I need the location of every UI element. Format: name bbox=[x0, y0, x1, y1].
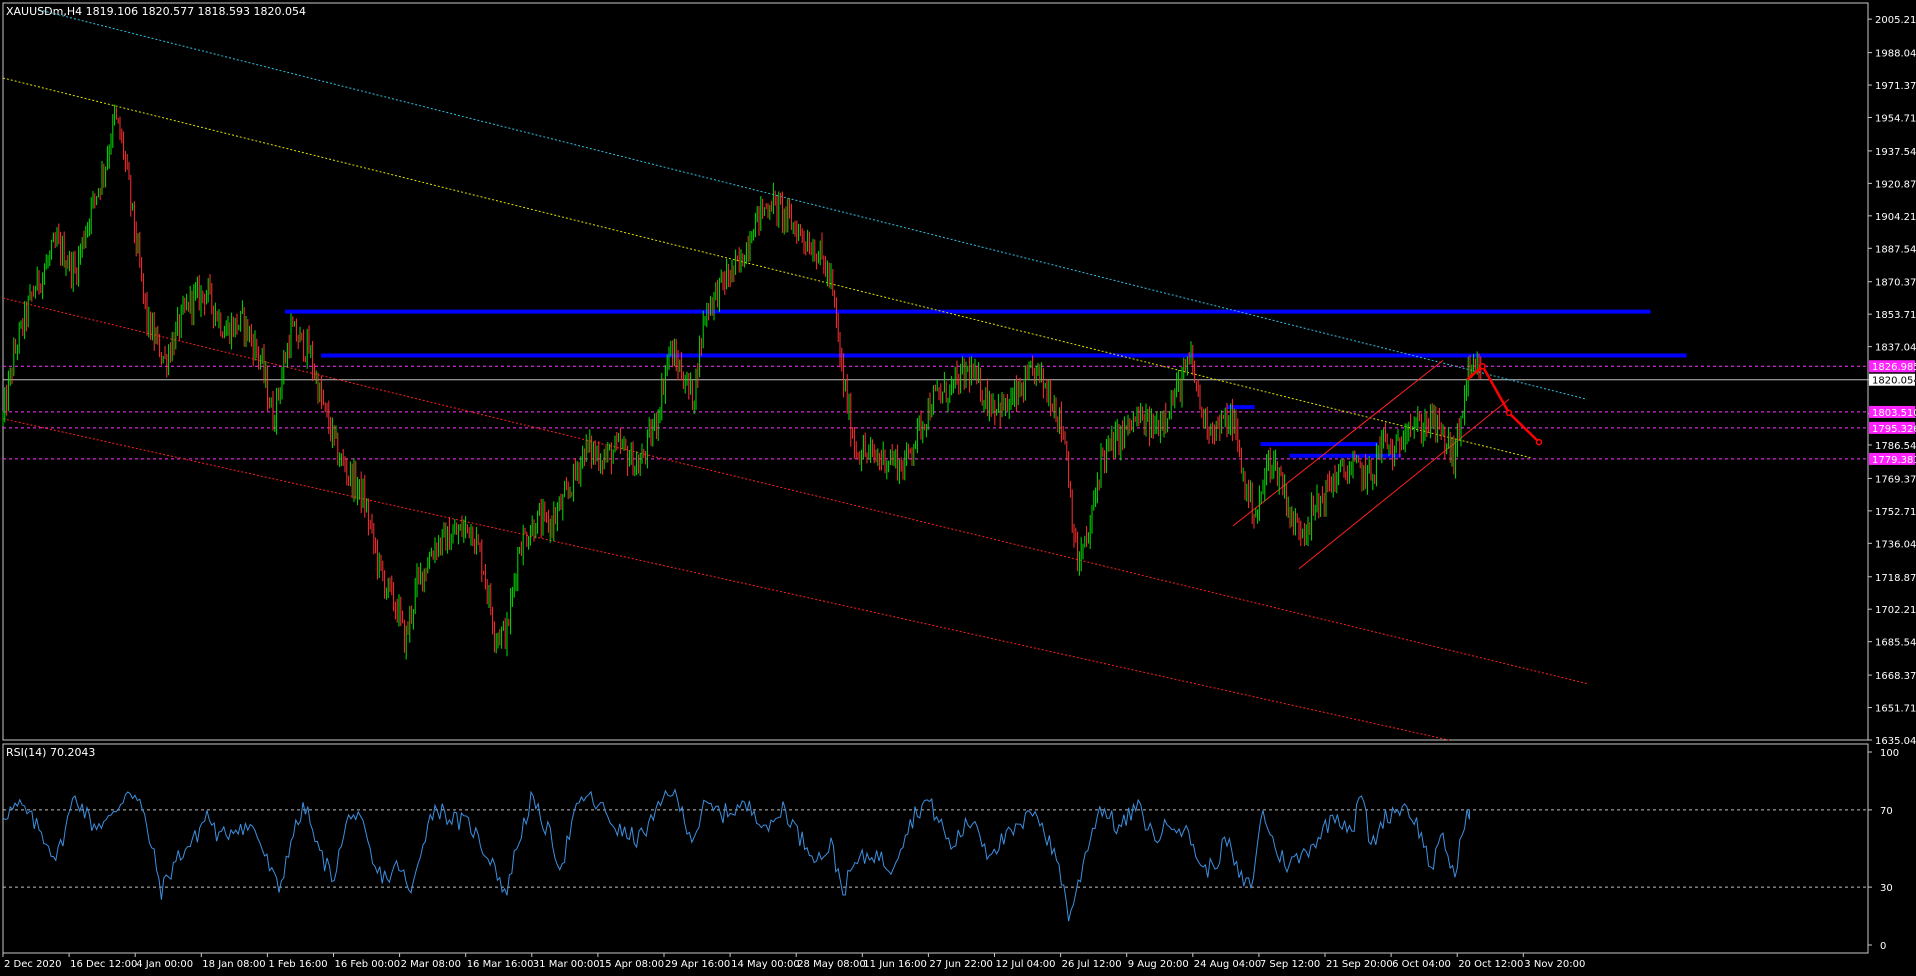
time-tick-label: 4 Jan 00:00 bbox=[136, 959, 193, 970]
time-tick-label: 20 Oct 12:00 bbox=[1458, 959, 1523, 970]
rsi-tick-label: 70 bbox=[1880, 806, 1893, 817]
rsi-tick-label: 0 bbox=[1880, 941, 1886, 952]
time-tick-label: 16 Mar 16:00 bbox=[467, 959, 534, 970]
time-tick-label: 18 Jan 08:00 bbox=[202, 959, 265, 970]
time-tick-label: 2 Mar 08:00 bbox=[401, 959, 461, 970]
trendline bbox=[2, 77, 1531, 459]
time-tick-label: 7 Sep 12:00 bbox=[1260, 959, 1320, 970]
price-level-tag bbox=[1869, 373, 1915, 386]
price-tick-label: 1769.375 bbox=[1875, 474, 1916, 485]
price-tick-label: 1870.375 bbox=[1875, 278, 1916, 289]
price-tick-label: 1837.045 bbox=[1875, 343, 1916, 354]
price-tick-label: 1752.710 bbox=[1875, 507, 1916, 518]
price-level-label: 1803.510 bbox=[1872, 408, 1916, 419]
rsi-header: RSI(14) 70.2043 bbox=[6, 746, 96, 759]
time-tick-label: 28 May 08:00 bbox=[797, 959, 866, 970]
rsi-tick-label: 30 bbox=[1880, 883, 1893, 894]
price-tick-label: 1668.375 bbox=[1875, 671, 1916, 682]
price-level-tag bbox=[1869, 405, 1915, 418]
rsi-tick-label: 100 bbox=[1880, 748, 1899, 759]
trendline bbox=[2, 418, 1450, 741]
rsi-pane-frame bbox=[2, 743, 1869, 954]
time-tick-label: 21 Sep 20:00 bbox=[1326, 959, 1393, 970]
price-tick-label: 1937.540 bbox=[1875, 147, 1916, 158]
price-level-label: 1820.054 bbox=[1872, 376, 1916, 387]
time-tick-label: 31 Mar 00:00 bbox=[533, 959, 600, 970]
time-tick-label: 11 Jun 16:00 bbox=[863, 959, 927, 970]
time-tick-label: 26 Jul 12:00 bbox=[1062, 959, 1122, 970]
price-tick-label: 1988.040 bbox=[1875, 49, 1916, 60]
price-level-tag bbox=[1869, 421, 1915, 434]
price-tick-label: 1786.545 bbox=[1875, 441, 1916, 452]
price-tick-label: 1702.210 bbox=[1875, 605, 1916, 616]
trendline bbox=[1298, 398, 1510, 570]
price-tick-label: 1651.710 bbox=[1875, 704, 1916, 715]
trendline bbox=[38, 9, 1588, 400]
time-tick-label: 9 Aug 20:00 bbox=[1128, 959, 1189, 970]
projection-node bbox=[1535, 438, 1543, 446]
price-tick-label: 1971.375 bbox=[1875, 81, 1916, 92]
price-tick-label: 2005.210 bbox=[1875, 15, 1916, 26]
time-tick-label: 29 Apr 16:00 bbox=[665, 959, 730, 970]
rsi-line bbox=[2, 788, 1470, 922]
price-tick-label: 1904.210 bbox=[1875, 212, 1916, 223]
price-level-tag bbox=[1869, 360, 1915, 373]
projection-path bbox=[1466, 364, 1540, 444]
price-level-tag bbox=[1869, 452, 1915, 465]
price-tick-label: 1718.875 bbox=[1875, 573, 1916, 584]
price-tick-label: 1736.045 bbox=[1875, 539, 1916, 550]
price-level-label: 1779.381 bbox=[1872, 455, 1916, 466]
time-tick-label: 16 Feb 00:00 bbox=[335, 959, 401, 970]
price-tick-label: 1853.710 bbox=[1875, 310, 1916, 321]
price-tick-label: 1887.545 bbox=[1875, 244, 1916, 255]
time-tick-label: 2 Dec 2020 bbox=[4, 959, 62, 970]
price-tick-label: 1635.045 bbox=[1875, 736, 1916, 747]
projection-node bbox=[1479, 362, 1486, 370]
time-tick-label: 24 Aug 04:00 bbox=[1194, 959, 1261, 970]
time-tick-label: 6 Oct 04:00 bbox=[1392, 959, 1451, 970]
price-tick-label: 1685.545 bbox=[1875, 638, 1916, 649]
time-tick-label: 27 Jun 22:00 bbox=[929, 959, 993, 970]
price-tick-label: 1954.710 bbox=[1875, 113, 1916, 124]
time-tick-label: 14 May 00:00 bbox=[731, 959, 800, 970]
price-level-label: 1826.985 bbox=[1872, 362, 1916, 373]
time-tick-label: 15 Apr 08:00 bbox=[599, 959, 664, 970]
symbol-header: XAUUSDm,H4 1819.106 1820.577 1818.593 18… bbox=[6, 5, 307, 18]
main-pane-frame bbox=[2, 2, 1869, 741]
trendline bbox=[1232, 359, 1444, 527]
time-tick-label: 12 Jul 04:00 bbox=[996, 959, 1056, 970]
price-tick-label: 1920.875 bbox=[1875, 179, 1916, 190]
time-tick-label: 16 Dec 12:00 bbox=[70, 959, 137, 970]
time-tick-label: 1 Feb 16:00 bbox=[268, 959, 327, 970]
time-tick-label: 3 Nov 20:00 bbox=[1524, 959, 1585, 970]
price-level-label: 1795.326 bbox=[1872, 424, 1916, 435]
projection-node bbox=[1505, 409, 1513, 417]
